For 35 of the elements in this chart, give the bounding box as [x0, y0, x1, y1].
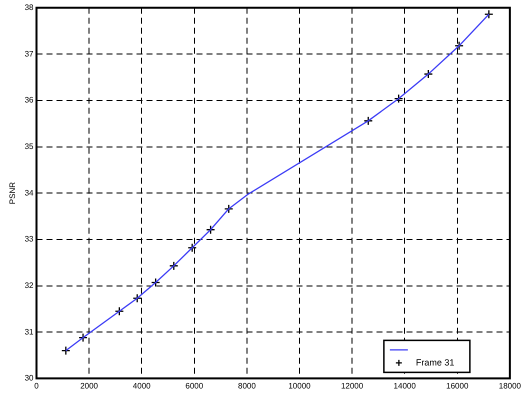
point: [484, 10, 494, 19]
point: [424, 69, 433, 79]
y-tick-label: 37: [24, 49, 34, 58]
point: [169, 261, 178, 270]
y-tick-label: 38: [24, 3, 34, 12]
point: [394, 94, 404, 104]
y-tick-label: 35: [24, 142, 34, 151]
point: [132, 294, 142, 303]
point: [78, 332, 88, 342]
point: [364, 116, 373, 126]
x-tick-label: 2000: [80, 381, 99, 390]
y-tick-label: 34: [24, 188, 34, 198]
x-tick-label: 0: [34, 381, 40, 390]
point: [114, 306, 124, 316]
y-tick-label: 30: [24, 374, 34, 383]
point: [61, 346, 70, 356]
x-tick-label: 12000: [340, 381, 364, 390]
x-tick-label: 8000: [238, 381, 256, 390]
x-tick-label: 10000: [288, 381, 312, 390]
x-tick-label: 6000: [185, 381, 204, 390]
x-tick-label: 4000: [132, 381, 152, 390]
point: [188, 243, 197, 252]
point: [224, 204, 234, 214]
legend-label: Frame 31: [416, 357, 454, 368]
point: [206, 225, 216, 234]
y-tick-label: 33: [24, 234, 34, 244]
y-axis-title: PSNR: [8, 182, 18, 204]
point: [454, 41, 464, 50]
point: [150, 278, 160, 288]
x-tick-label: 14000: [394, 381, 416, 390]
y-tick-label: 36: [24, 96, 34, 105]
x-tick-label: 16000: [446, 381, 469, 390]
x-tick-label: 18000: [498, 381, 522, 390]
y-tick-label: 31: [24, 327, 34, 336]
y-tick-label: 32: [24, 280, 34, 290]
